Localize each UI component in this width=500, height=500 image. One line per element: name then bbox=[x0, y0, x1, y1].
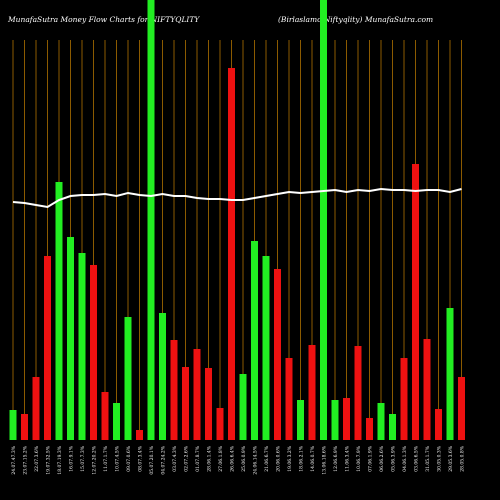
bar bbox=[55, 182, 63, 440]
x-tick-label: 04.06.1.3% bbox=[402, 445, 408, 471]
x-tick-label: 09.07.0.6% bbox=[126, 445, 132, 471]
bar bbox=[21, 414, 28, 440]
bar bbox=[377, 403, 385, 440]
x-tick-label: 18.06.2.1% bbox=[299, 445, 305, 471]
bar bbox=[297, 400, 304, 440]
bar bbox=[44, 256, 51, 440]
x-tick-label: 05.07.20.1% bbox=[149, 445, 155, 474]
x-tick-label: 12.06.6.9% bbox=[333, 445, 339, 471]
x-tick-label: 22.07.3.6% bbox=[34, 445, 40, 471]
bar bbox=[136, 430, 143, 440]
x-tick-label: 01.07.8.7% bbox=[195, 445, 201, 471]
bar bbox=[262, 256, 270, 440]
x-tick-label: 16.07.9.1% bbox=[69, 445, 75, 471]
chart-subtitle: (Birlaslamc Niftyqlity) MunafaSutra.com bbox=[278, 15, 433, 24]
bar bbox=[113, 403, 120, 440]
bar bbox=[228, 68, 235, 440]
x-tick-label: 21.06.6.7% bbox=[264, 445, 270, 471]
x-tick-label: 18.07.19.3% bbox=[57, 445, 63, 474]
x-tick-label: 26.06.6.4% bbox=[230, 445, 236, 471]
bar bbox=[170, 340, 178, 440]
x-tick-label: 05.06.3.9% bbox=[391, 445, 397, 471]
trend-line bbox=[12, 187, 462, 209]
bar bbox=[182, 367, 189, 440]
bar bbox=[32, 377, 40, 440]
bar bbox=[159, 313, 166, 440]
bar bbox=[193, 349, 201, 440]
bar bbox=[458, 377, 465, 440]
bar bbox=[274, 269, 281, 440]
x-tick-label: 03.06.6.5% bbox=[414, 445, 420, 471]
bar bbox=[320, 0, 327, 440]
bar bbox=[389, 414, 396, 440]
bar bbox=[366, 418, 373, 440]
bar bbox=[147, 0, 155, 440]
bar bbox=[400, 358, 408, 440]
x-tick-label: 14.06.0.7% bbox=[310, 445, 316, 471]
x-tick-label: 19.06.3.2% bbox=[287, 445, 293, 471]
bar bbox=[124, 317, 132, 440]
x-tick-label: 11.07.1.7% bbox=[103, 445, 109, 471]
bar bbox=[435, 409, 442, 440]
bar bbox=[251, 241, 258, 440]
bar bbox=[90, 265, 97, 440]
bar bbox=[308, 345, 316, 440]
x-tick-label: 24.06.14.5% bbox=[253, 445, 259, 474]
bar bbox=[354, 346, 362, 440]
x-tick-label: 31.05.1.7% bbox=[425, 445, 431, 471]
bar bbox=[205, 368, 212, 440]
x-tick-label: 30.05.0.3% bbox=[437, 445, 443, 471]
x-tick-label: 08.07.3.4% bbox=[138, 445, 144, 471]
bar bbox=[101, 392, 109, 440]
x-tick-label: 28.05.0.8% bbox=[460, 445, 466, 471]
x-tick-label: 11.06.3.4% bbox=[345, 445, 351, 471]
chart-title: MunafaSutra Money Flow Charts for NIFTYQ… bbox=[7, 15, 200, 24]
x-tick-label: 20.06.0.6% bbox=[276, 445, 282, 471]
bar bbox=[239, 374, 247, 440]
x-tick-label: 25.06.0.9% bbox=[241, 445, 247, 471]
bar bbox=[412, 164, 419, 440]
x-tick-label: 15.07.7.3% bbox=[80, 445, 86, 471]
bar bbox=[78, 253, 86, 440]
x-tick-label: 19.07.32.5% bbox=[46, 445, 52, 474]
x-tick-label: 02.07.2.6% bbox=[184, 445, 190, 471]
bar bbox=[423, 339, 431, 440]
x-tick-label: 12.07.20.2% bbox=[92, 445, 98, 474]
x-tick-label: 03.07.4.3% bbox=[172, 445, 178, 471]
x-tick-label: 10.07.4.5% bbox=[115, 445, 121, 471]
bar bbox=[216, 408, 224, 440]
bar bbox=[343, 398, 350, 440]
x-tick-label: 29.05.3.6% bbox=[448, 445, 454, 471]
x-tick-label: 27.06.1.8% bbox=[218, 445, 224, 471]
x-tick-label: 10.06.7.9% bbox=[356, 445, 362, 471]
bar bbox=[67, 237, 74, 440]
x-tick-label: 07.06.1.9% bbox=[368, 445, 374, 471]
bar bbox=[446, 308, 454, 440]
x-tick-label: 23.07.15.2% bbox=[23, 445, 29, 474]
x-tick-label: 13.06.18.6% bbox=[322, 445, 328, 474]
bar bbox=[331, 400, 339, 440]
x-tick-label: 04.07.24.2% bbox=[161, 445, 167, 474]
bar bbox=[285, 358, 293, 440]
x-tick-label: 24.07.47.3% bbox=[11, 445, 17, 474]
bar bbox=[9, 410, 17, 440]
x-tick-label: 28.06.1.4% bbox=[207, 445, 213, 471]
x-tick-label: 06.06.2.6% bbox=[379, 445, 385, 471]
